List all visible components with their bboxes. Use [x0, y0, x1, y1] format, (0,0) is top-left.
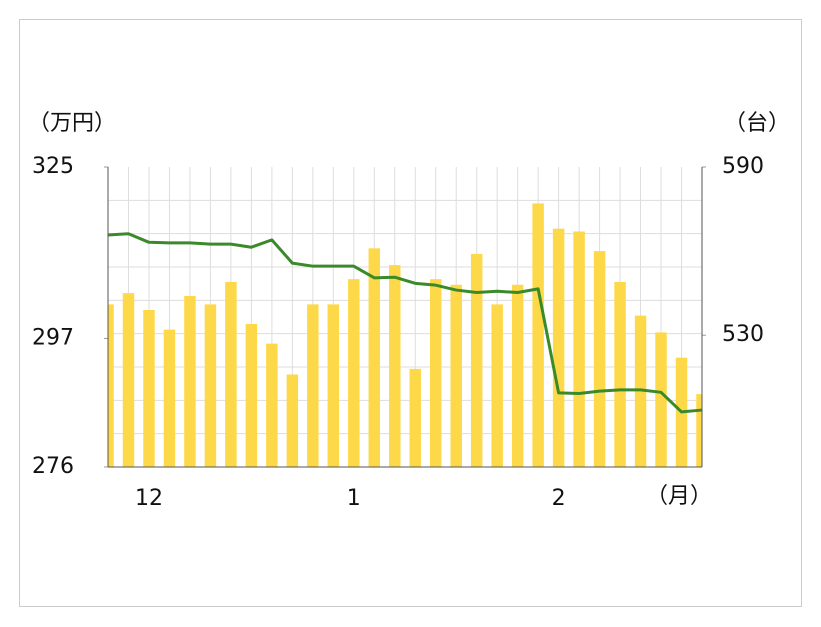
bar — [348, 279, 360, 467]
bar — [593, 251, 606, 467]
y2-tick-label: 530 — [722, 322, 764, 347]
bar — [389, 265, 401, 467]
bar — [184, 295, 196, 467]
y-tick-label: 276 — [32, 454, 74, 479]
y-axis-unit: （万円） — [28, 111, 116, 136]
bar — [450, 284, 462, 467]
bar — [409, 368, 421, 467]
bar — [655, 332, 667, 467]
bar — [225, 281, 237, 467]
bar — [614, 281, 626, 467]
y-tick-label: 297 — [32, 325, 74, 350]
frame — [19, 19, 802, 607]
x-axis-unit: （月） — [646, 484, 712, 509]
bar — [245, 324, 258, 467]
bar — [108, 304, 114, 467]
bar — [573, 231, 585, 467]
line — [107, 232, 703, 414]
bar — [266, 343, 278, 467]
bar — [122, 293, 135, 467]
bar — [327, 304, 340, 467]
x-tick-label: 2 — [552, 486, 566, 511]
bar — [511, 284, 524, 467]
bar — [163, 329, 176, 467]
y2-axis-unit: （台） — [724, 111, 790, 136]
bar — [532, 203, 544, 467]
bar — [307, 304, 319, 467]
x-tick-label: 12 — [135, 486, 163, 511]
y2-tick-label: 590 — [722, 154, 764, 179]
y-tick-label: 325 — [32, 154, 74, 179]
bar — [286, 374, 299, 467]
bar — [204, 304, 217, 467]
bar — [491, 304, 503, 467]
bar — [429, 279, 442, 467]
bar — [552, 228, 565, 467]
bar — [143, 309, 155, 467]
x-tick-label: 1 — [347, 486, 361, 511]
bar — [368, 248, 381, 467]
bar — [696, 394, 702, 467]
bar — [470, 253, 483, 467]
